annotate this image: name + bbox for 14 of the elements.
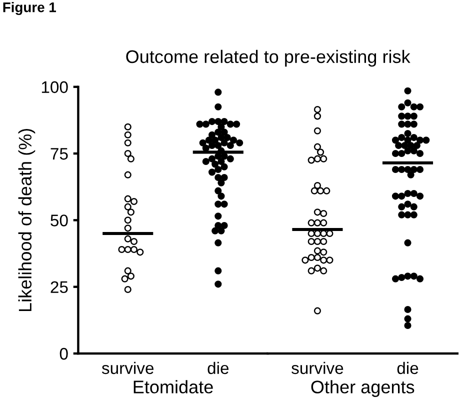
y-tick-label: 100 (42, 81, 68, 94)
x-axis-title: Other agents (311, 380, 414, 397)
x-tick-label: die (397, 362, 418, 374)
y-tick-label: 25 (50, 281, 68, 294)
chart-title: Outcome related to pre-existing risk (126, 50, 410, 67)
x-axis-title: Etomidate (134, 380, 213, 394)
x-tick-label: die (208, 362, 229, 374)
y-tick-label: 0 (60, 348, 68, 360)
y-tick-label: 50 (50, 214, 68, 226)
x-tick-label: survive (102, 362, 154, 374)
y-axis-title: Likelihood of death (%) (18, 128, 36, 312)
y-tick-label: 75 (50, 148, 68, 160)
x-tick-label: survive (292, 362, 344, 374)
caption: Figure 1 (3, 2, 56, 16)
